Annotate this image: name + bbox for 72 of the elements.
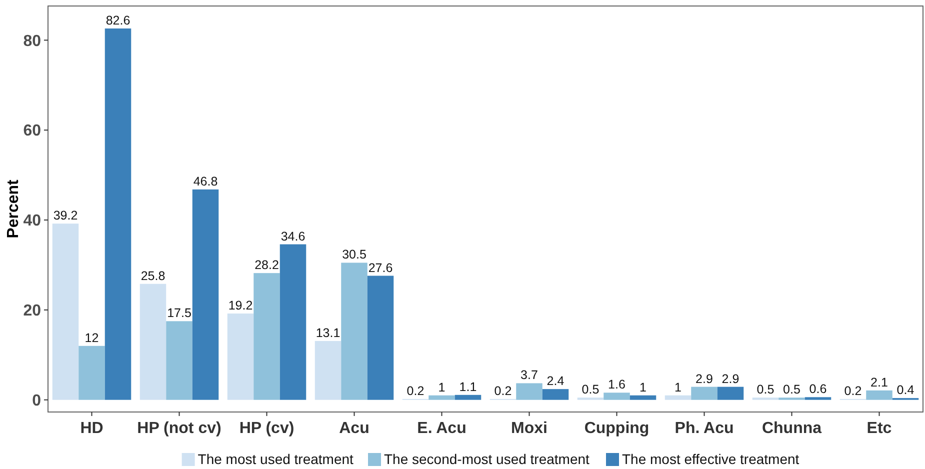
data-label: 17.5 [167, 306, 192, 320]
x-tick-label: E. Acu [417, 420, 466, 437]
y-axis-title: Percent [5, 178, 22, 238]
legend-label: The most effective treatment [622, 451, 800, 467]
x-tick-label: Chunna [762, 420, 822, 437]
y-tick-label: 20 [23, 302, 42, 320]
legend-label: The most used treatment [198, 451, 354, 467]
data-label: 82.6 [106, 13, 130, 28]
data-label: 0.5 [756, 382, 774, 397]
data-label: 28.2 [254, 258, 279, 272]
y-tick-label: 40 [23, 212, 42, 230]
bar [604, 392, 630, 400]
data-label: 2.9 [722, 372, 740, 386]
bar [166, 321, 192, 400]
data-label: 1 [674, 380, 682, 394]
y-tick-label: 0 [32, 392, 42, 410]
x-tick-label: HP (not cv) [137, 420, 222, 437]
data-label: 0.2 [406, 384, 424, 398]
x-tick-label: HD [80, 420, 104, 437]
bar [691, 386, 718, 400]
data-label: 0.2 [494, 384, 512, 398]
bar [52, 224, 79, 400]
bar [516, 383, 542, 400]
data-label: 12 [84, 330, 99, 345]
bar [866, 390, 892, 400]
data-label: 3.7 [520, 368, 538, 382]
bar [428, 395, 455, 400]
bar [280, 244, 306, 400]
data-label: 1 [640, 380, 647, 394]
data-label: 1.6 [608, 378, 626, 392]
x-tick-label: Ph. Acu [674, 420, 734, 437]
bar [78, 346, 105, 400]
data-label: 19.2 [228, 298, 253, 313]
data-label: 0.2 [844, 384, 862, 398]
bar [192, 189, 219, 400]
y-tick-label: 80 [23, 32, 42, 50]
data-label: 46.8 [193, 174, 218, 188]
x-tick-label: HP (cv) [239, 420, 294, 437]
bar [227, 314, 254, 400]
bar [630, 395, 656, 400]
bar [140, 284, 166, 400]
bar [104, 28, 132, 400]
data-label: 2.9 [696, 372, 713, 386]
data-label: 13.1 [316, 326, 340, 340]
data-label: 2.4 [546, 374, 564, 388]
data-label: 39.2 [53, 208, 78, 223]
bar [804, 397, 832, 400]
data-label: 34.6 [280, 229, 306, 244]
data-label: 25.8 [140, 268, 166, 283]
bar [454, 394, 482, 400]
data-label: 0.6 [809, 382, 827, 396]
bar [314, 340, 342, 400]
data-label: 0.5 [582, 382, 600, 397]
data-label: 1.1 [459, 380, 477, 394]
data-label: 1 [438, 380, 446, 394]
data-label: 30.5 [342, 248, 366, 262]
data-label: 0.4 [896, 383, 914, 398]
x-tick-label: Etc [866, 420, 892, 437]
bar [341, 262, 368, 400]
bar [367, 276, 394, 400]
x-tick-label: Moxi [511, 420, 548, 437]
data-label: 2.1 [870, 375, 888, 390]
data-label: 27.6 [368, 260, 393, 275]
bar [254, 273, 280, 400]
bar [717, 386, 744, 400]
bar [664, 395, 692, 400]
legend-label: The second-most used treatment [384, 451, 590, 467]
x-tick-label: Acu [339, 420, 370, 437]
bar [542, 389, 569, 400]
data-label: 0.5 [783, 382, 800, 397]
y-tick-label: 60 [23, 122, 42, 140]
x-tick-label: Cupping [584, 420, 650, 437]
